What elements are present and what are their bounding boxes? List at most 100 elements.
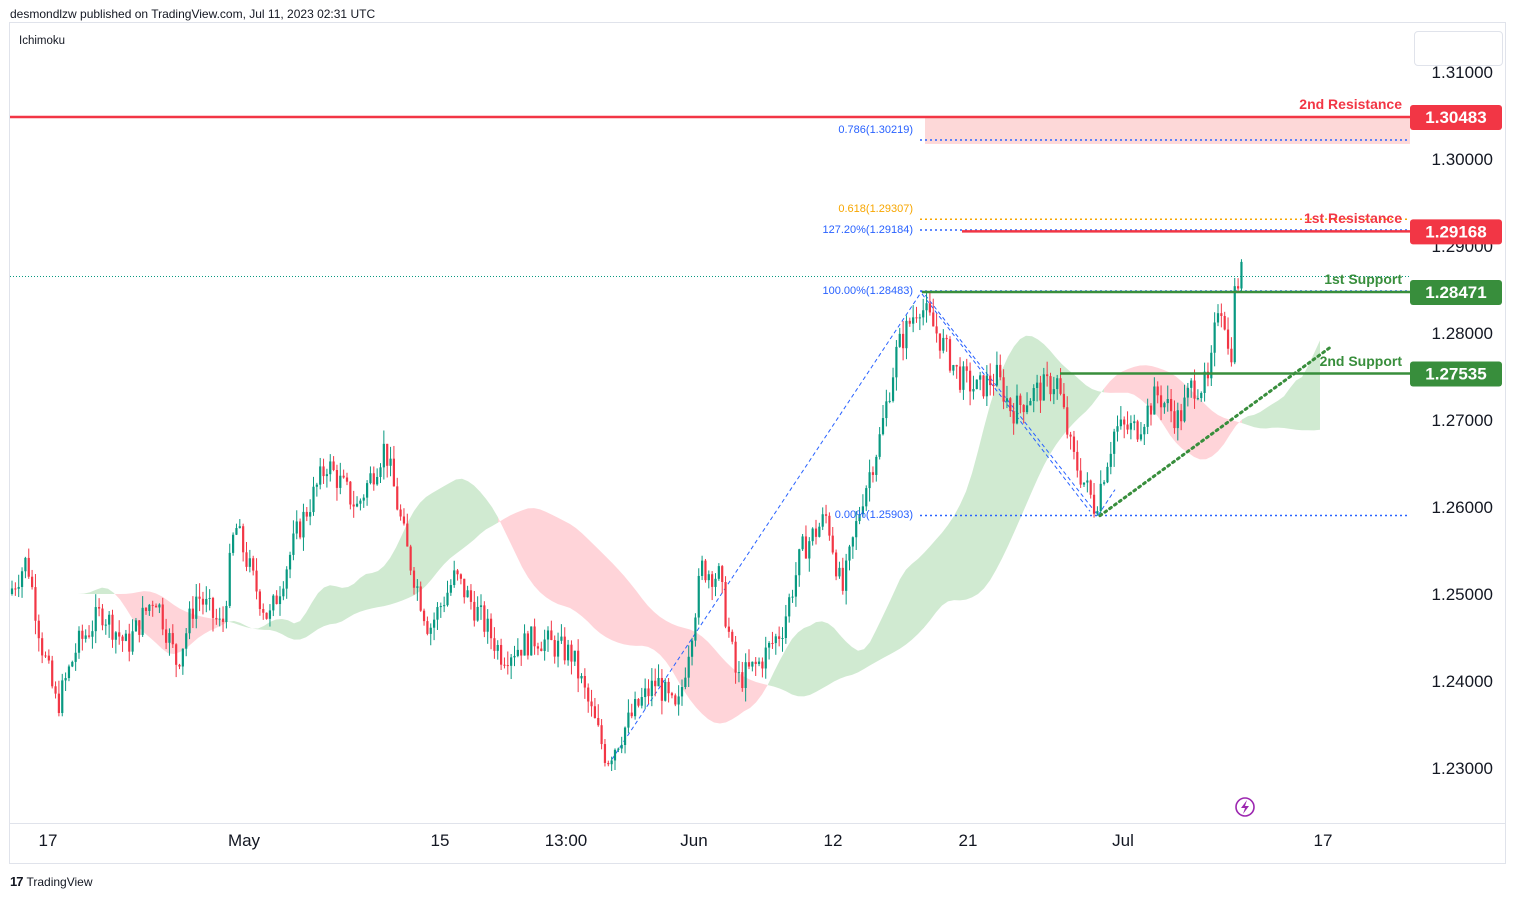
candle-body	[627, 712, 630, 728]
cloud-segment	[756, 682, 762, 703]
candle-body	[232, 534, 235, 553]
candle-body	[31, 576, 34, 588]
price-tick: 1.23000	[1432, 759, 1493, 778]
cloud-segment	[144, 591, 150, 638]
cloud-segment	[780, 649, 786, 692]
candle-body	[486, 618, 489, 632]
cloud-segment	[654, 611, 660, 655]
cloud-segment	[1206, 405, 1212, 460]
price-scale-box[interactable]	[1414, 31, 1503, 66]
cloud-segment	[1272, 400, 1278, 428]
cloud-segment	[876, 617, 882, 663]
candle-body	[1240, 261, 1243, 289]
cloud-segment	[444, 482, 450, 565]
candle-body	[178, 664, 181, 667]
cloud-segment	[432, 489, 438, 579]
candle-body	[1233, 286, 1236, 363]
cloud-segment	[852, 647, 858, 675]
candle-body	[1193, 380, 1196, 399]
cloud-segment	[870, 630, 876, 666]
cloud-segment	[546, 511, 552, 602]
cloud-segment	[360, 574, 366, 612]
candle-body	[747, 662, 751, 667]
candle-body	[1029, 400, 1032, 406]
candle-body	[751, 661, 754, 667]
cloud-segment	[354, 577, 360, 615]
candle-body	[1106, 466, 1109, 483]
candle-body	[171, 633, 174, 645]
candle-body	[54, 686, 57, 694]
candle-body	[426, 621, 429, 634]
candle-body	[657, 677, 660, 687]
candle-body	[17, 586, 20, 589]
cloud-segment	[126, 593, 132, 619]
cloud-segment	[816, 621, 822, 692]
footer-brand[interactable]: 17 TradingView	[10, 874, 93, 889]
candle-body	[824, 514, 828, 516]
candle-body	[268, 610, 272, 619]
candle-body	[1012, 411, 1015, 424]
candle-body	[814, 528, 818, 537]
candle-body	[801, 536, 804, 550]
candle-body	[1066, 407, 1069, 435]
candle-body	[104, 624, 107, 626]
candle-body	[1046, 374, 1049, 377]
candle-body	[1206, 371, 1210, 379]
candle-body	[794, 575, 797, 597]
cloud-segment	[990, 385, 996, 581]
cloud-segment	[672, 623, 678, 681]
candle-body	[275, 595, 278, 605]
candle-body	[680, 687, 684, 697]
candle-body	[697, 575, 700, 618]
candle-body	[295, 521, 298, 534]
candle-body	[764, 647, 767, 669]
candle-body	[419, 586, 422, 611]
candle-body	[613, 749, 617, 761]
candle-body	[979, 375, 982, 380]
candle-body	[714, 578, 717, 587]
cloud-segment	[588, 539, 594, 629]
candle-body	[975, 379, 978, 390]
candle-body	[985, 375, 988, 397]
cloud-segment	[666, 620, 672, 671]
candle-body	[255, 570, 258, 592]
candle-body	[439, 606, 442, 608]
candle-body	[664, 681, 667, 701]
candle-body	[1036, 382, 1039, 389]
cloud-segment	[240, 622, 246, 628]
candle-body	[292, 533, 295, 555]
candle-body	[1096, 510, 1099, 514]
indicator-label[interactable]: Ichimoku	[19, 35, 66, 47]
candle-body	[382, 443, 385, 468]
cloud-segment	[954, 504, 960, 601]
resistance-zone	[925, 116, 1410, 144]
cloud-segment	[1296, 376, 1302, 431]
cloud-segment	[216, 619, 222, 628]
candle-body	[74, 652, 77, 662]
cloud-segment	[264, 621, 270, 631]
price-tag-bg	[1410, 361, 1502, 387]
cloud-segment	[1248, 414, 1254, 428]
candle-body	[778, 636, 781, 639]
candle-body	[737, 672, 741, 674]
time-tick: 13:00	[545, 831, 588, 850]
candle-body	[325, 474, 328, 477]
candle-body	[982, 375, 985, 397]
candle-body	[677, 696, 680, 705]
candle-body	[1196, 398, 1199, 400]
cloud-segment	[1110, 375, 1116, 393]
cloud-segment	[114, 592, 120, 600]
fib-label: 100.00%(1.28483)	[822, 285, 913, 297]
cloud-segment	[576, 528, 582, 617]
cloud-segment	[462, 478, 468, 550]
candle-body	[175, 644, 178, 665]
price-tick: 1.24000	[1432, 672, 1493, 691]
cloud-segment	[768, 671, 774, 687]
candle-body	[855, 521, 858, 538]
candle-body	[1072, 436, 1076, 452]
cloud-segment	[1074, 374, 1080, 423]
candle-body	[389, 458, 392, 466]
candle-body	[24, 557, 27, 572]
candle-body	[1025, 405, 1029, 413]
